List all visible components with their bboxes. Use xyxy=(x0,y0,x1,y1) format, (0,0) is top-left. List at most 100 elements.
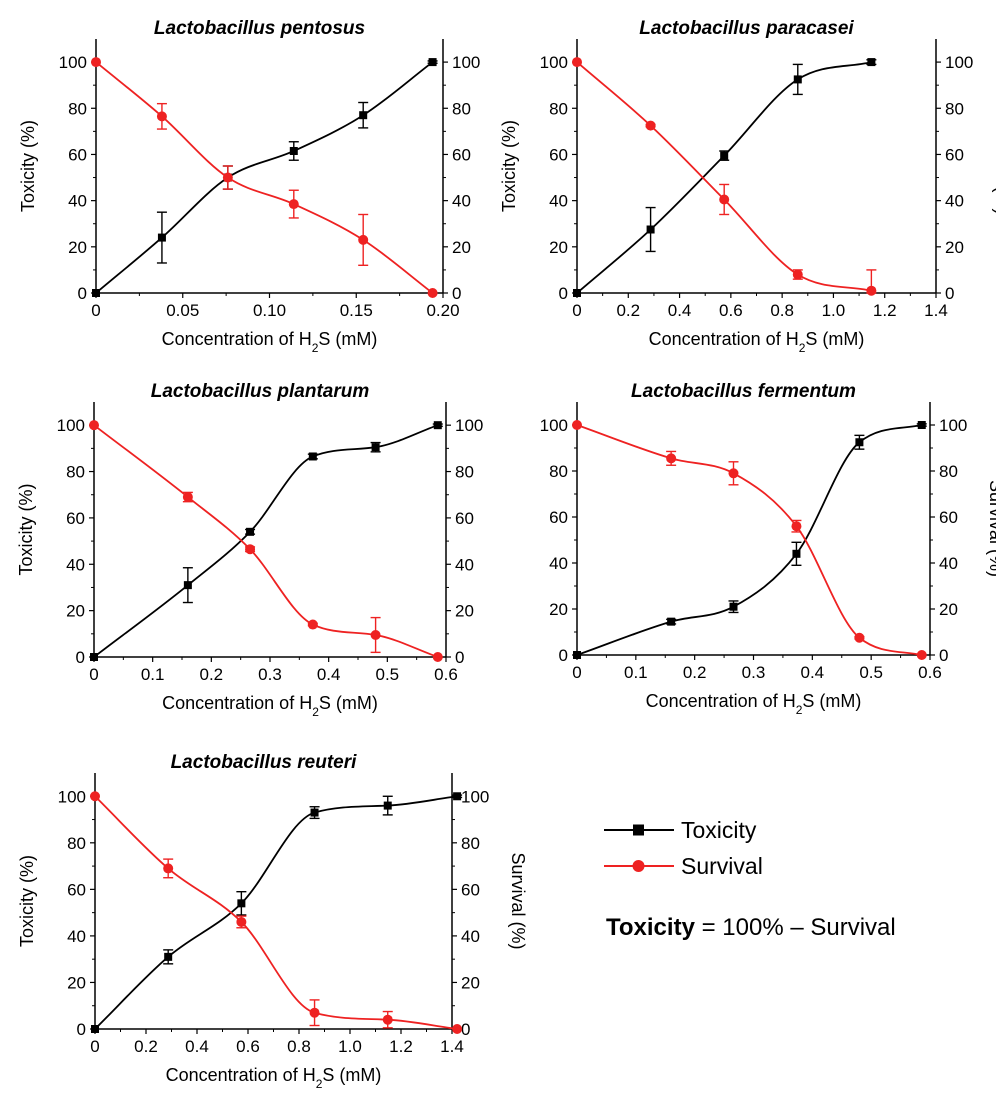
y-axis-label-right: Survival (%) xyxy=(986,480,996,577)
x-tick-label: 0.8 xyxy=(287,1037,311,1056)
y-tick-label-left: 60 xyxy=(67,880,86,899)
toxicity-data-point xyxy=(855,438,864,447)
y-tick-label-right: 100 xyxy=(452,53,480,72)
x-tick-label: 1.0 xyxy=(338,1037,362,1056)
y-tick-label-right: 40 xyxy=(452,192,471,211)
toxicity-data-point xyxy=(917,421,926,429)
legend-survival-marker xyxy=(632,860,645,872)
toxicity-data-point xyxy=(453,792,462,801)
formula-rest: = 100% – Survival xyxy=(695,914,896,941)
y-axis-label-right: Survival (%) xyxy=(508,852,528,949)
toxicity-data-point xyxy=(183,581,192,590)
toxicity-data-point xyxy=(91,1025,99,1033)
y-tick-label-left: 20 xyxy=(66,602,85,621)
toxicity-data-point xyxy=(92,289,100,297)
survival-data-point xyxy=(432,652,443,662)
x-axis-label-subscript: 2 xyxy=(316,1077,323,1091)
x-tick-label: 0.10 xyxy=(253,301,286,320)
y-tick-label-left: 0 xyxy=(559,284,568,303)
y-tick-label-right: 60 xyxy=(939,508,958,527)
legend-toxicity-label: Toxicity xyxy=(681,817,757,843)
y-tick-label-right: 40 xyxy=(939,554,958,573)
x-axis-label-end: S (mM) xyxy=(318,329,377,349)
y-tick-label-left: 100 xyxy=(540,53,568,72)
y-tick-label-right: 20 xyxy=(939,600,958,619)
x-tick-label: 1.4 xyxy=(924,301,948,320)
x-tick-label: 0.2 xyxy=(200,665,224,684)
survival-series-line xyxy=(95,61,434,294)
x-tick-label: 0.4 xyxy=(801,663,825,682)
y-tick-label-right: 0 xyxy=(452,284,461,303)
survival-data-point xyxy=(866,285,877,296)
survival-data-point xyxy=(163,863,174,874)
survival-data-point xyxy=(452,1024,463,1034)
chart-title: Lactobacillus fermentum xyxy=(631,381,856,402)
y-tick-label-right: 0 xyxy=(945,284,954,303)
survival-data-point xyxy=(791,521,802,532)
toxicity-data-point xyxy=(383,801,392,810)
x-tick-label: 1.2 xyxy=(873,301,897,320)
toxicity-data-point xyxy=(573,289,581,297)
survival-data-point xyxy=(666,453,677,464)
toxicity-data-point xyxy=(289,146,298,155)
y-tick-label-left: 80 xyxy=(549,99,568,118)
survival-data-point xyxy=(916,650,927,660)
toxicity-data-point xyxy=(237,899,246,908)
toxicity-data-point xyxy=(308,452,317,461)
x-tick-label: 0.15 xyxy=(340,301,373,320)
y-tick-label-left: 20 xyxy=(68,238,87,257)
x-axis-label: Concentration of H2S (mM) xyxy=(162,329,378,355)
x-axis-label-subscript: 2 xyxy=(312,705,319,719)
y-tick-label-left: 40 xyxy=(66,555,85,574)
x-tick-label: 0.6 xyxy=(719,301,743,320)
x-tick-label: 0.2 xyxy=(134,1037,158,1056)
x-tick-label: 0.2 xyxy=(616,301,640,320)
x-tick-label: 0.1 xyxy=(624,663,648,682)
survival-series-line xyxy=(93,424,439,658)
x-axis-label-end: S (mM) xyxy=(322,1065,381,1085)
x-tick-label: 0.1 xyxy=(141,665,165,684)
toxicity-data-point xyxy=(246,527,255,536)
y-tick-label-right: 0 xyxy=(455,648,464,667)
y-tick-label-right: 60 xyxy=(945,145,964,164)
y-tick-label-right: 100 xyxy=(455,416,483,435)
y-tick-label-right: 100 xyxy=(461,787,489,806)
x-axis-label-main: Concentration of H xyxy=(162,329,312,349)
toxicity-data-point xyxy=(359,111,368,120)
toxicity-data-point xyxy=(646,225,655,234)
chart-title: Lactobacillus pentosus xyxy=(154,18,365,39)
chart-title: Lactobacillus reuteri xyxy=(171,752,358,773)
x-tick-label: 0.3 xyxy=(742,663,766,682)
survival-data-point xyxy=(358,234,369,245)
y-tick-label-right: 60 xyxy=(455,509,474,528)
y-tick-label-left: 20 xyxy=(549,238,568,257)
y-tick-label-right: 100 xyxy=(945,53,973,72)
y-tick-label-left: 60 xyxy=(549,508,568,527)
legend-survival-label: Survival xyxy=(681,853,763,879)
x-tick-label: 0.6 xyxy=(236,1037,260,1056)
y-tick-label-left: 0 xyxy=(76,648,85,667)
toxicity-series-line xyxy=(94,795,458,1030)
x-axis-label: Concentration of H2S (mM) xyxy=(162,693,378,719)
x-tick-label: 0.5 xyxy=(376,665,400,684)
x-tick-label: 0.05 xyxy=(166,301,199,320)
y-axis-label-left: Toxicity (%) xyxy=(499,120,519,212)
survival-data-point xyxy=(309,1007,320,1018)
y-tick-label-right: 60 xyxy=(461,880,480,899)
x-axis-label-main: Concentration of H xyxy=(646,691,796,711)
y-tick-label-right: 60 xyxy=(452,145,471,164)
survival-data-point xyxy=(854,632,865,643)
y-tick-label-right: 20 xyxy=(455,602,474,621)
y-tick-label-left: 80 xyxy=(67,834,86,853)
toxicity-series-line xyxy=(93,424,439,658)
x-tick-label: 0 xyxy=(91,301,100,320)
x-tick-label: 0.4 xyxy=(185,1037,209,1056)
y-tick-label-left: 100 xyxy=(540,416,568,435)
y-tick-label-left: 100 xyxy=(58,787,86,806)
y-tick-label-right: 0 xyxy=(461,1020,470,1039)
legend: Toxicity Survival Toxicity = 100% – Surv… xyxy=(604,817,896,941)
y-tick-label-left: 0 xyxy=(78,284,87,303)
